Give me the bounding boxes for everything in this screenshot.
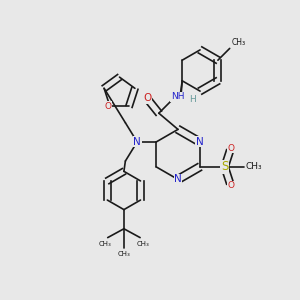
Text: O: O xyxy=(104,102,111,111)
Text: H: H xyxy=(189,95,196,104)
Text: S: S xyxy=(221,160,228,173)
Text: CH₃: CH₃ xyxy=(231,38,245,47)
Text: O: O xyxy=(228,181,235,190)
Text: N: N xyxy=(133,137,141,147)
Text: O: O xyxy=(228,144,235,153)
Text: NH: NH xyxy=(171,92,184,101)
Text: CH₃: CH₃ xyxy=(98,241,111,247)
Text: O: O xyxy=(143,94,151,103)
Text: N: N xyxy=(196,137,203,147)
Text: CH₃: CH₃ xyxy=(118,251,130,257)
Text: CH₃: CH₃ xyxy=(245,162,262,171)
Text: N: N xyxy=(174,174,182,184)
Text: CH₃: CH₃ xyxy=(137,241,149,247)
